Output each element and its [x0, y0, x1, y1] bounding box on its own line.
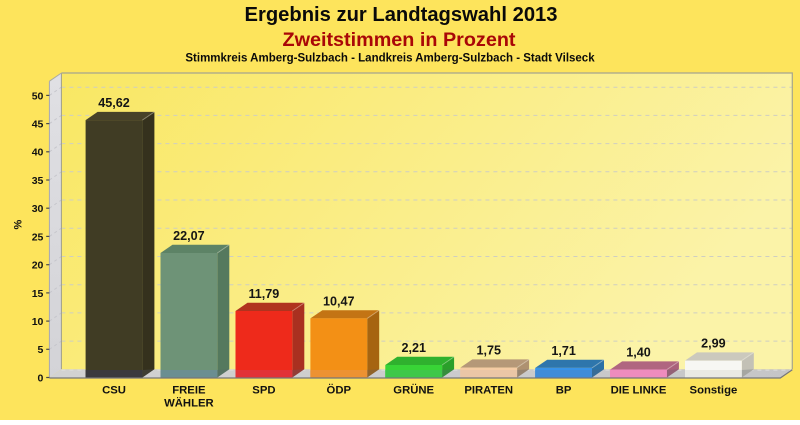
- svg-text:Zweitstimmen in Prozent: Zweitstimmen in Prozent: [282, 29, 515, 51]
- svg-text:GRÜNE: GRÜNE: [393, 383, 434, 396]
- svg-text:45: 45: [32, 119, 44, 131]
- svg-text:Stimmkreis Amberg-Sulzbach - L: Stimmkreis Amberg-Sulzbach - Landkreis A…: [185, 52, 595, 64]
- svg-text:40: 40: [32, 147, 44, 159]
- svg-text:5: 5: [38, 344, 44, 356]
- svg-text:1,75: 1,75: [476, 344, 501, 358]
- svg-text:FREIE: FREIE: [172, 384, 206, 396]
- svg-text:22,07: 22,07: [173, 229, 205, 243]
- svg-text:PIRATEN: PIRATEN: [464, 384, 513, 396]
- svg-text:WÄHLER: WÄHLER: [164, 397, 214, 410]
- svg-text:CSU: CSU: [102, 384, 126, 396]
- svg-text:0: 0: [38, 372, 44, 384]
- svg-text:SPD: SPD: [252, 384, 275, 396]
- svg-text:25: 25: [32, 231, 44, 243]
- svg-text:BP: BP: [556, 384, 572, 396]
- svg-text:2,99: 2,99: [701, 337, 726, 351]
- svg-text:1,40: 1,40: [626, 346, 651, 360]
- svg-text:35: 35: [32, 175, 44, 187]
- svg-text:30: 30: [32, 203, 44, 215]
- svg-text:11,79: 11,79: [248, 287, 279, 301]
- svg-text:45,62: 45,62: [98, 96, 130, 110]
- svg-text:Sonstige: Sonstige: [690, 384, 738, 396]
- svg-text:2,21: 2,21: [401, 341, 426, 355]
- svg-text:Ergebnis zur Landtagswahl 2013: Ergebnis zur Landtagswahl 2013: [245, 4, 558, 26]
- svg-text:50: 50: [32, 90, 44, 102]
- svg-text:ÖDP: ÖDP: [327, 383, 352, 396]
- svg-text:15: 15: [32, 288, 44, 300]
- svg-text:20: 20: [32, 260, 44, 272]
- svg-text:1,71: 1,71: [551, 344, 576, 358]
- svg-text:10,47: 10,47: [323, 294, 355, 308]
- svg-text:10: 10: [32, 316, 44, 328]
- svg-text:%: %: [13, 219, 25, 229]
- svg-text:DIE LINKE: DIE LINKE: [611, 384, 667, 396]
